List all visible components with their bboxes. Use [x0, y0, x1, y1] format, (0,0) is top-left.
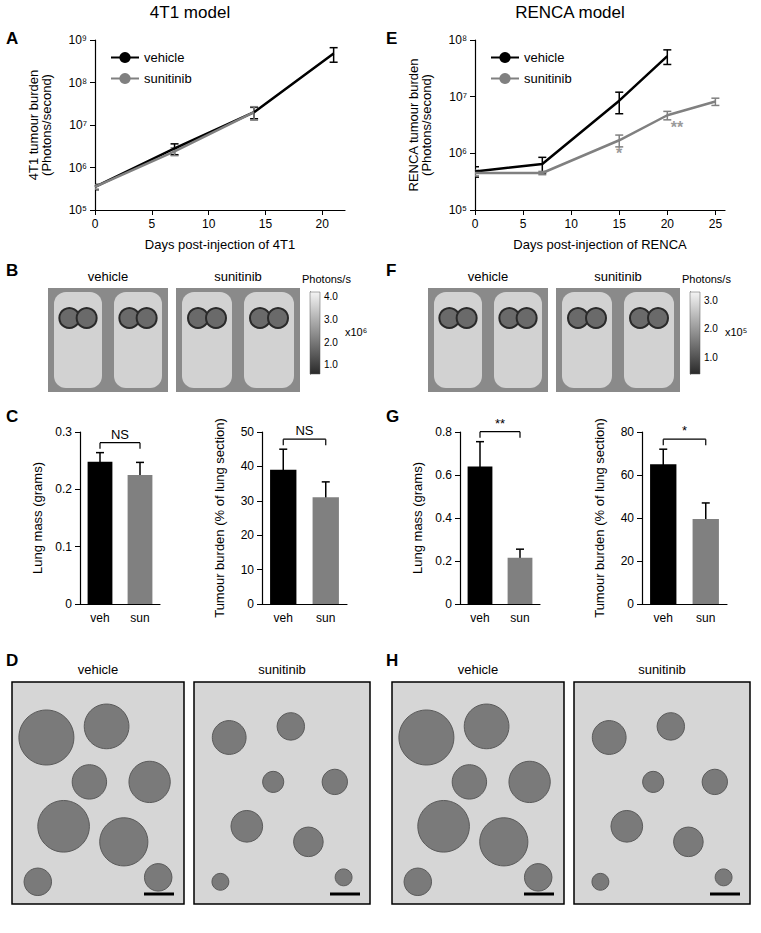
svg-text:0: 0 — [65, 597, 72, 611]
svg-text:B: B — [6, 261, 18, 280]
svg-text:0.1: 0.1 — [55, 540, 72, 554]
svg-text:G: G — [386, 407, 399, 426]
svg-text:10⁵: 10⁵ — [449, 203, 467, 217]
svg-text:50: 50 — [241, 425, 255, 439]
svg-text:0.6: 0.6 — [435, 468, 452, 482]
svg-text:2.0: 2.0 — [704, 323, 718, 334]
svg-text:sun: sun — [130, 611, 149, 625]
svg-text:F: F — [386, 261, 396, 280]
svg-text:x10⁶: x10⁶ — [345, 326, 367, 338]
svg-text:veh: veh — [90, 611, 109, 625]
svg-text:Days post-injection of 4T1: Days post-injection of 4T1 — [145, 237, 295, 252]
svg-text:**: ** — [671, 119, 684, 136]
svg-text:A: A — [6, 29, 18, 48]
svg-text:Photons/s: Photons/s — [302, 273, 351, 285]
svg-text:2.0: 2.0 — [324, 337, 338, 348]
svg-text:sunitinib: sunitinib — [258, 662, 306, 677]
svg-text:Lung mass (grams): Lung mass (grams) — [410, 462, 425, 574]
svg-text:veh: veh — [274, 611, 293, 625]
svg-text:4T1 model: 4T1 model — [150, 3, 230, 22]
svg-text:NS: NS — [295, 423, 313, 438]
svg-text:**: ** — [495, 416, 505, 431]
svg-text:sun: sun — [696, 611, 715, 625]
svg-text:1.0: 1.0 — [704, 352, 718, 363]
svg-text:vehicle: vehicle — [468, 269, 508, 284]
svg-text:30: 30 — [241, 494, 255, 508]
svg-text:0: 0 — [92, 217, 99, 231]
svg-text:0: 0 — [472, 217, 479, 231]
svg-text:0.3: 0.3 — [55, 425, 72, 439]
svg-text:10⁷: 10⁷ — [449, 90, 467, 104]
svg-text:vehicle: vehicle — [524, 50, 564, 65]
svg-text:sunitinib: sunitinib — [214, 269, 262, 284]
svg-text:1.0: 1.0 — [324, 359, 338, 370]
svg-text:15: 15 — [613, 217, 627, 231]
svg-text:20: 20 — [241, 528, 255, 542]
svg-text:3.0: 3.0 — [324, 314, 338, 325]
svg-text:sun: sun — [316, 611, 335, 625]
svg-text:10⁷: 10⁷ — [69, 118, 87, 132]
svg-text:15: 15 — [259, 217, 273, 231]
svg-text:0.4: 0.4 — [435, 511, 452, 525]
svg-text:10: 10 — [241, 563, 255, 577]
svg-text:D: D — [6, 651, 18, 670]
svg-text:4.0: 4.0 — [324, 291, 338, 302]
svg-text:E: E — [386, 29, 397, 48]
svg-text:20: 20 — [661, 217, 675, 231]
svg-text:*: * — [682, 423, 687, 438]
svg-text:*: * — [616, 145, 623, 162]
svg-text:0: 0 — [445, 597, 452, 611]
svg-text:0: 0 — [627, 597, 634, 611]
svg-text:10: 10 — [202, 217, 216, 231]
svg-text:H: H — [386, 651, 398, 670]
svg-text:3.0: 3.0 — [704, 295, 718, 306]
svg-text:10⁶: 10⁶ — [69, 161, 87, 175]
svg-text:sunitinib: sunitinib — [524, 71, 572, 86]
svg-text:20: 20 — [621, 554, 635, 568]
svg-text:4T1 tumour burden: 4T1 tumour burden — [26, 69, 41, 181]
svg-text:10⁸: 10⁸ — [449, 33, 467, 47]
svg-text:Tumour burden (% of lung secti: Tumour burden (% of lung section) — [212, 418, 227, 618]
svg-text:x10⁵: x10⁵ — [725, 326, 747, 338]
svg-text:Tumour burden (% of lung secti: Tumour burden (% of lung section) — [592, 418, 607, 618]
svg-text:40: 40 — [241, 459, 255, 473]
svg-text:10⁸: 10⁸ — [69, 76, 87, 90]
svg-text:20: 20 — [316, 217, 330, 231]
svg-text:(Photons/second): (Photons/second) — [419, 74, 434, 176]
svg-text:vehicle: vehicle — [78, 662, 118, 677]
svg-text:(Photons/second): (Photons/second) — [39, 74, 54, 176]
svg-text:5: 5 — [148, 217, 155, 231]
svg-text:10⁵: 10⁵ — [69, 203, 87, 217]
svg-text:RENCA tumour burden: RENCA tumour burden — [406, 58, 421, 192]
svg-text:sun: sun — [510, 611, 529, 625]
svg-text:25: 25 — [709, 217, 723, 231]
svg-text:sunitinib: sunitinib — [594, 269, 642, 284]
svg-text:Photons/s: Photons/s — [682, 273, 731, 285]
svg-text:Days post-injection of RENCA: Days post-injection of RENCA — [513, 237, 687, 252]
svg-text:80: 80 — [621, 425, 635, 439]
svg-text:vehicle: vehicle — [88, 269, 128, 284]
svg-text:10⁶: 10⁶ — [449, 146, 467, 160]
svg-text:0.2: 0.2 — [55, 482, 72, 496]
svg-text:sunitinib: sunitinib — [144, 71, 192, 86]
svg-text:0.2: 0.2 — [435, 554, 452, 568]
svg-text:C: C — [6, 407, 18, 426]
svg-text:sunitinib: sunitinib — [638, 662, 686, 677]
svg-text:10⁹: 10⁹ — [69, 33, 88, 47]
svg-text:RENCA model: RENCA model — [515, 3, 625, 22]
svg-text:0.8: 0.8 — [435, 425, 452, 439]
svg-text:40: 40 — [621, 511, 635, 525]
svg-text:vehicle: vehicle — [144, 50, 184, 65]
svg-text:60: 60 — [621, 468, 635, 482]
svg-text:10: 10 — [564, 217, 578, 231]
svg-text:Lung mass (grams): Lung mass (grams) — [30, 462, 45, 574]
svg-text:veh: veh — [470, 611, 489, 625]
svg-text:NS: NS — [111, 427, 129, 442]
svg-text:0: 0 — [247, 597, 254, 611]
svg-text:5: 5 — [520, 217, 527, 231]
svg-text:vehicle: vehicle — [458, 662, 498, 677]
svg-text:veh: veh — [654, 611, 673, 625]
